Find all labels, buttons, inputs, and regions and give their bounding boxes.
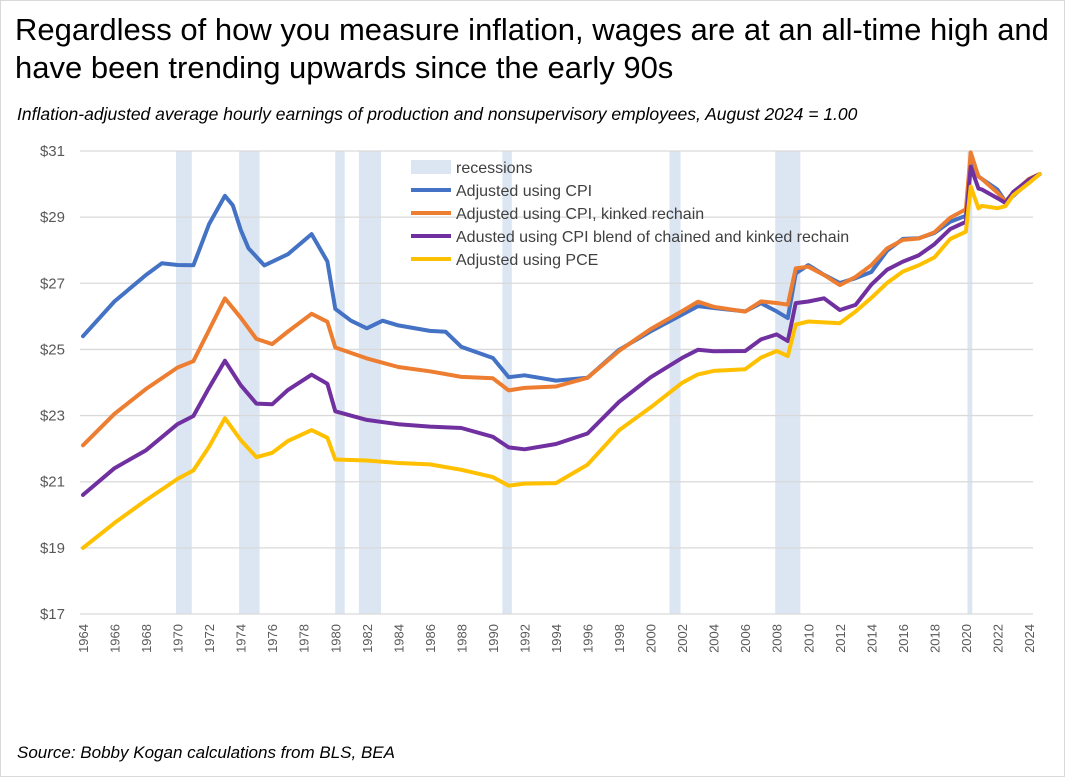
y-tick-label: $27 <box>40 275 65 292</box>
legend-label-3: Adusted using CPI blend of chained and k… <box>456 229 849 246</box>
y-tick-label: $23 <box>40 408 65 425</box>
recession-band <box>669 151 681 614</box>
x-tick-label: 2010 <box>801 624 816 653</box>
x-tick-label: 1974 <box>234 624 249 653</box>
x-tick-label: 2006 <box>738 624 753 653</box>
x-tick-label: 2008 <box>770 624 785 653</box>
recession-band <box>239 151 260 614</box>
x-tick-label: 1998 <box>612 624 627 653</box>
x-tick-label: 2022 <box>990 624 1005 653</box>
x-tick-label: 1988 <box>454 624 469 653</box>
recession-band <box>176 151 192 614</box>
x-tick-label: 2024 <box>1022 624 1037 653</box>
x-tick-label: 2020 <box>959 624 974 653</box>
x-tick-label: 2012 <box>833 624 848 653</box>
legend-label-recessions: recessions <box>456 160 532 177</box>
y-tick-label: $25 <box>40 341 65 358</box>
legend-label-1: Adjusted using CPI <box>456 183 592 200</box>
x-tick-label: 1964 <box>76 624 91 653</box>
recession-band <box>967 151 973 614</box>
x-tick-label: 1970 <box>171 624 186 653</box>
x-tick-label: 2002 <box>675 624 690 653</box>
chart-subtitle: Inflation-adjusted average hourly earnin… <box>17 104 858 124</box>
y-tick-label: $29 <box>40 209 65 226</box>
series-line-4 <box>81 172 1042 550</box>
recession-band <box>358 151 381 614</box>
x-tick-label: 1968 <box>139 624 154 653</box>
legend-label-4: Adjusted using PCE <box>456 252 598 269</box>
x-tick-label: 1966 <box>108 624 123 653</box>
x-tick-label: 2014 <box>864 624 879 653</box>
y-tick-label: $21 <box>40 474 65 491</box>
x-tick-label: 1986 <box>423 624 438 653</box>
x-tick-label: 2000 <box>644 624 659 653</box>
legend-swatch-recessions <box>411 160 451 174</box>
series-line-3 <box>81 164 1042 497</box>
x-tick-label: 1984 <box>391 624 406 653</box>
x-tick-label: 1996 <box>581 624 596 653</box>
x-tick-label: 1978 <box>297 624 312 653</box>
y-tick-label: $19 <box>40 540 65 557</box>
x-tick-label: 2018 <box>927 624 942 653</box>
x-tick-label: 1972 <box>202 624 217 653</box>
y-tick-label: $17 <box>40 606 65 623</box>
recession-band <box>775 151 801 614</box>
x-tick-label: 1992 <box>517 624 532 653</box>
x-tick-label: 2016 <box>896 624 911 653</box>
x-tick-label: 1994 <box>549 624 564 653</box>
y-tick-label: $31 <box>40 143 65 160</box>
x-tick-label: 1982 <box>360 624 375 653</box>
source-note: Source: Bobby Kogan calculations from BL… <box>17 743 395 762</box>
x-tick-label: 1980 <box>328 624 343 653</box>
x-tick-label: 1990 <box>486 624 501 653</box>
legend-label-2: Adjusted using CPI, kinked rechain <box>456 206 704 223</box>
recession-band <box>502 151 512 614</box>
chart-title: Regardless of how you measure inflation,… <box>15 12 1049 85</box>
x-tick-label: 1976 <box>265 624 280 653</box>
series-line-2 <box>81 150 1042 448</box>
x-tick-label: 2004 <box>707 624 722 653</box>
recession-band <box>335 151 345 614</box>
